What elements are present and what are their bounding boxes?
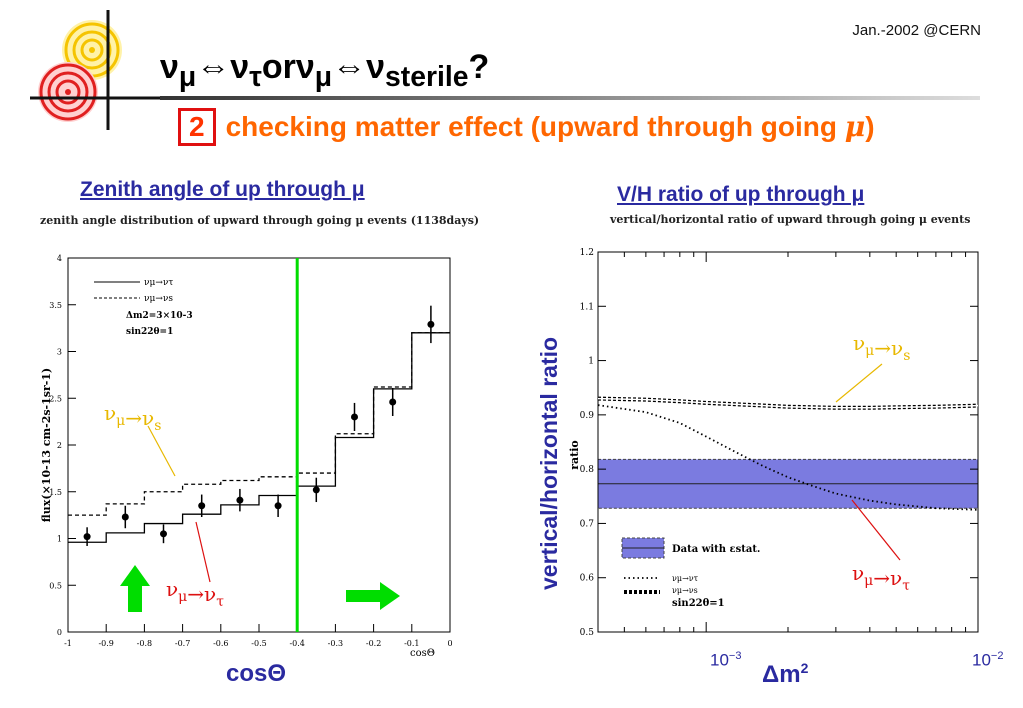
x-tick-label: -0.4 (289, 639, 304, 648)
data-point (274, 502, 282, 510)
annot-sterile-label: νμ→νs (104, 401, 161, 434)
y-tick-label: 2 (57, 441, 62, 450)
left-panel-heading: Zenith angle of up through μ (80, 178, 365, 201)
plot-frame (597, 251, 979, 633)
left-x-caption: cosΘ (226, 660, 287, 687)
y-tick-label: 1.2 (580, 248, 594, 258)
legend-text: νμ→ντ (672, 574, 699, 583)
y-tick-label: 0.7 (580, 519, 595, 529)
annot-tau-arrow (851, 499, 901, 561)
y-tick-label: 0.9 (580, 411, 595, 421)
y-tick-label: 1 (588, 357, 594, 367)
x-tick-label: 0 (447, 639, 452, 648)
green-up-arrow-icon (120, 565, 150, 612)
y-tick-label: 0.5 (580, 628, 595, 638)
zenith-chart: -1 -0.9 -0.8 -0.7 -0.6 -0.5 -0.4 -0.3 -0.2 -0.1 0 0… (40, 254, 453, 659)
right-panel-heading: V/H ratio of up through μ (617, 183, 865, 206)
right-panel-subheading: vertical/horizontal ratio of upward thro… (610, 213, 971, 226)
annot-sterile-arrow (835, 363, 883, 403)
right-x-tick-high: 10−2 (972, 650, 1004, 670)
series-sterile (68, 332, 450, 516)
red-rings-icon (38, 62, 98, 122)
annot-tau-arrow (195, 521, 211, 583)
y-tick-label: 4 (57, 254, 62, 263)
legend-text: νμ→ντ (144, 278, 173, 288)
green-right-arrow-icon (346, 582, 400, 610)
left-panel-subheading: zenith angle distribution of upward thro… (40, 214, 480, 227)
legend-text: νμ→νs (672, 586, 698, 595)
date-label: Jan.-2002 @CERN (852, 22, 981, 39)
cern-logo (30, 10, 170, 130)
data-point (312, 486, 320, 494)
right-x-tick-low: 10−3 (710, 650, 742, 670)
legend-text: Δm2=3×10-3 (126, 311, 193, 321)
data-point (236, 496, 244, 504)
x-tick-label: -0.3 (328, 639, 343, 648)
data-point (198, 502, 206, 510)
y-tick-label: 3 (57, 348, 62, 357)
data-point (121, 513, 129, 521)
subtitle-text: checking matter effect (upward through g… (225, 111, 845, 142)
page-subtitle: 2 checking matter effect (upward through … (178, 108, 875, 146)
x-tick-label: -0.6 (213, 639, 228, 648)
y-tick-label: 0.6 (580, 574, 595, 584)
y-tick-label: 1 (57, 535, 62, 544)
y-tick-label: 0.5 (49, 581, 62, 590)
subtitle-mu: μ (844, 110, 866, 143)
x-tick-label: -0.7 (175, 639, 190, 648)
legend-text: νμ→νs (144, 294, 173, 304)
vh-ratio-chart: 0.5 0.6 0.7 0.8 0.9 1 1.1 1.2 ratio Data with εst… (568, 248, 979, 638)
right-y-caption: vertical/horizontal ratio (536, 336, 562, 590)
annot-tau-label: νμ→ντ (166, 577, 224, 610)
x-tick-label: -0.5 (251, 639, 266, 648)
data-point (351, 413, 358, 421)
x-tick-label: -0.9 (98, 639, 113, 648)
legend-text: sin22θ=1 (126, 327, 173, 337)
page-title: νμ⇔ντorνμ⇔νsterile? (160, 48, 490, 93)
legend-text: sin22θ=1 (672, 598, 725, 609)
y-tick-label: 2.5 (49, 394, 62, 403)
y-axis-label: flux(×10-13 cm-2s-1sr-1) (40, 368, 53, 522)
header-divider (160, 96, 980, 100)
legend-text: Data with εstat. (672, 544, 760, 555)
annot-sterile-arrow (147, 425, 176, 477)
y-tick-label: 3.5 (49, 301, 62, 310)
y-tick-label: 0.8 (580, 465, 595, 475)
y-axis-label: ratio (568, 440, 581, 470)
x-axis-label: cosΘ (410, 648, 435, 659)
annot-sterile-label: νμ→νs (853, 331, 910, 364)
annot-tau-label: νμ→ντ (852, 561, 910, 594)
data-point (160, 530, 167, 538)
data-point (83, 533, 91, 541)
subtitle-end: ) (865, 111, 875, 142)
number-box: 2 (178, 108, 216, 146)
x-tick-label: -0.8 (137, 639, 152, 648)
y-tick-label: 1.5 (49, 488, 62, 497)
right-x-caption: Δm2 (762, 660, 809, 688)
series-sterile-inner (597, 397, 979, 409)
data-point (389, 398, 397, 406)
y-tick-label: 0 (57, 628, 62, 637)
x-tick-label: -0.2 (366, 639, 381, 648)
x-tick-label: -1 (64, 639, 72, 648)
x-tick-label: -0.1 (404, 639, 419, 648)
y-tick-label: 1.1 (580, 302, 594, 312)
data-point (427, 320, 435, 328)
